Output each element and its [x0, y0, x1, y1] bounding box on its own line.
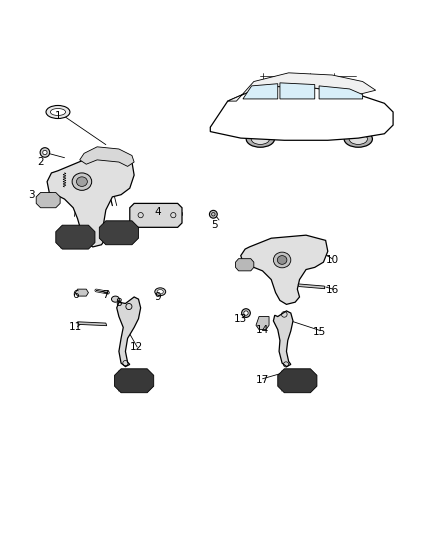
Polygon shape	[228, 73, 376, 101]
Polygon shape	[256, 317, 269, 329]
Polygon shape	[298, 284, 325, 289]
Ellipse shape	[349, 134, 367, 144]
Text: 3: 3	[28, 190, 35, 200]
Text: 16: 16	[325, 286, 339, 295]
Polygon shape	[80, 147, 134, 166]
Text: 11: 11	[69, 322, 82, 333]
Ellipse shape	[344, 131, 372, 147]
Text: 2: 2	[37, 157, 44, 167]
Ellipse shape	[273, 252, 291, 268]
Ellipse shape	[251, 134, 269, 144]
Ellipse shape	[157, 289, 163, 294]
Text: 17: 17	[256, 375, 269, 385]
Polygon shape	[56, 225, 95, 249]
Text: 8: 8	[116, 298, 122, 309]
Ellipse shape	[244, 311, 248, 315]
Ellipse shape	[72, 173, 92, 190]
Text: 1: 1	[55, 111, 61, 122]
Text: 14: 14	[256, 325, 269, 335]
Polygon shape	[78, 322, 107, 326]
Ellipse shape	[77, 177, 87, 187]
Polygon shape	[117, 297, 141, 367]
Ellipse shape	[40, 148, 49, 157]
Ellipse shape	[46, 106, 70, 118]
Polygon shape	[243, 84, 278, 99]
Ellipse shape	[277, 256, 287, 264]
Text: 12: 12	[130, 342, 143, 352]
Text: 6: 6	[72, 290, 79, 300]
Polygon shape	[319, 86, 363, 99]
Text: 7: 7	[102, 290, 109, 300]
Polygon shape	[75, 289, 88, 296]
Polygon shape	[36, 192, 60, 208]
Polygon shape	[99, 221, 138, 245]
Ellipse shape	[155, 288, 166, 296]
Polygon shape	[278, 369, 317, 393]
Ellipse shape	[246, 131, 275, 147]
Polygon shape	[273, 311, 293, 367]
Text: 15: 15	[312, 327, 326, 337]
Text: 10: 10	[325, 255, 339, 265]
Ellipse shape	[209, 211, 217, 218]
Ellipse shape	[50, 109, 66, 116]
Text: 13: 13	[234, 314, 247, 324]
Text: 4: 4	[155, 207, 161, 217]
Polygon shape	[241, 235, 328, 304]
Text: 5: 5	[212, 220, 218, 230]
Polygon shape	[236, 259, 254, 271]
Polygon shape	[47, 156, 134, 247]
Ellipse shape	[112, 296, 119, 302]
Polygon shape	[280, 83, 315, 99]
Ellipse shape	[43, 150, 47, 155]
Polygon shape	[115, 369, 154, 393]
Text: 9: 9	[155, 292, 161, 302]
Polygon shape	[130, 204, 182, 228]
Ellipse shape	[242, 309, 251, 318]
Polygon shape	[210, 86, 393, 140]
